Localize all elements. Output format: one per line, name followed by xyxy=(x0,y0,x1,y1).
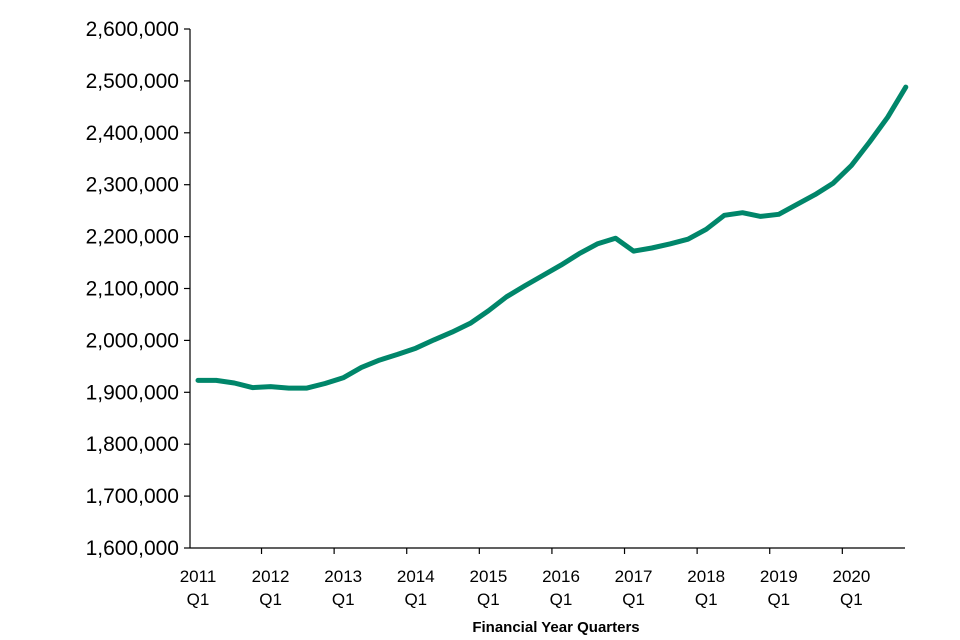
x-tick-label-year: 2011 xyxy=(180,567,217,586)
y-tick-label: 1,800,000 xyxy=(86,433,179,456)
y-tick-label: 2,400,000 xyxy=(86,122,179,145)
x-tick-label-year: 2016 xyxy=(542,567,580,586)
x-tick-label-quarter: Q1 xyxy=(477,590,500,609)
x-axis-title: Financial Year Quarters xyxy=(472,619,639,636)
x-tick-label-quarter: Q1 xyxy=(187,590,210,609)
y-tick-label: 1,600,000 xyxy=(86,537,179,560)
x-tick-label-quarter: Q1 xyxy=(550,590,573,609)
x-tick-label-quarter: Q1 xyxy=(332,590,355,609)
y-axis: 1,600,000 1,700,000 1,800,000 1,900,000 2,00… xyxy=(86,18,191,560)
x-tick-label-quarter: Q1 xyxy=(259,590,282,609)
x-tick-label-year: 2014 xyxy=(397,567,435,586)
x-tick-label-year: 2018 xyxy=(687,567,725,586)
x-tick-label-year: 2020 xyxy=(832,567,870,586)
series-layer xyxy=(195,84,909,391)
y-tick-label: 2,300,000 xyxy=(86,174,179,197)
y-tick-label: 1,900,000 xyxy=(86,381,179,404)
x-axis: 2011 Q1 2012 Q1 2013 Q1 2014 Q1 2015 Q1 2016 Q1 2017… xyxy=(180,547,905,609)
series-line xyxy=(195,84,909,391)
x-tick-label-quarter: Q1 xyxy=(404,590,427,609)
y-tick-label: 2,100,000 xyxy=(86,278,179,301)
x-tick-label-year: 2017 xyxy=(615,567,653,586)
x-tick-label-year: 2013 xyxy=(324,567,362,586)
y-tick-label: 2,200,000 xyxy=(86,226,179,249)
y-tick-label: 1,700,000 xyxy=(86,485,179,508)
x-tick-label-year: 2012 xyxy=(252,567,290,586)
x-tick-label-year: 2019 xyxy=(760,567,798,586)
x-tick-label-quarter: Q1 xyxy=(622,590,645,609)
y-tick-label: 2,000,000 xyxy=(86,329,179,352)
y-tick-label: 2,500,000 xyxy=(86,70,179,93)
x-tick-label-quarter: Q1 xyxy=(840,590,863,609)
x-tick-label-quarter: Q1 xyxy=(767,590,790,609)
y-tick-label: 2,600,000 xyxy=(86,18,179,41)
x-tick-label-quarter: Q1 xyxy=(695,590,718,609)
x-tick-label-year: 2015 xyxy=(469,567,507,586)
